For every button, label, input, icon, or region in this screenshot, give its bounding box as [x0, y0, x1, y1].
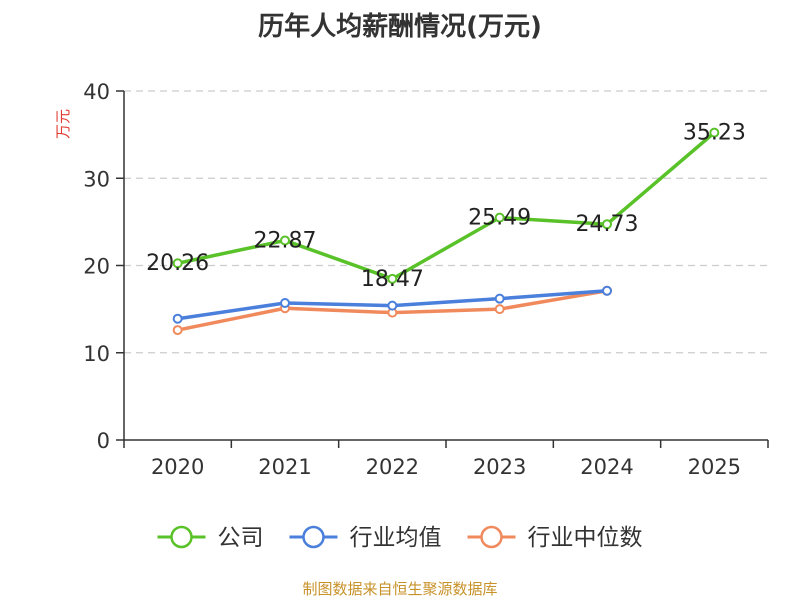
x-tick-label: 2020 — [151, 455, 204, 479]
legend-label: 公司 — [218, 525, 264, 551]
legend-item[interactable]: 行业均值 — [289, 525, 442, 551]
y-tick-label: 20 — [83, 255, 110, 279]
legend[interactable]: 公司 行业均值 行业中位数 — [157, 525, 643, 551]
data-point — [709, 127, 720, 138]
data-labels: 20.26 22.87 18.47 25.49 24.73 35.23 — [146, 121, 746, 292]
legend-item[interactable]: 公司 — [157, 525, 264, 551]
chart-title: 历年人均薪酬情况(万元) — [258, 12, 542, 42]
y-tick-label: 0 — [97, 429, 110, 453]
data-point — [280, 235, 290, 246]
legend-item[interactable]: 行业中位数 — [467, 525, 643, 551]
legend-label: 行业中位数 — [528, 525, 643, 551]
data-point — [280, 298, 290, 309]
data-label: 22.87 — [254, 228, 317, 253]
data-point — [172, 258, 183, 269]
y-tick-label: 40 — [83, 80, 110, 104]
data-label: 25.49 — [468, 206, 531, 231]
data-label: 35.23 — [683, 121, 746, 146]
data-label: 24.73 — [576, 212, 639, 237]
series-lines — [172, 127, 720, 336]
legend-label: 行业均值 — [350, 525, 442, 551]
x-tick-label: 2025 — [688, 455, 741, 479]
legend-marker — [302, 525, 325, 549]
data-point — [494, 304, 505, 315]
legend-marker — [170, 525, 193, 549]
axes: 0 10 20 30 40 2020 2021 2022 2023 2024 2025 — [83, 80, 769, 479]
source-note: 制图数据来自恒生聚源数据库 — [302, 580, 498, 598]
data-point — [602, 285, 612, 296]
data-label: 18.47 — [361, 267, 424, 292]
data-point — [387, 273, 398, 284]
x-tick-label: 2023 — [473, 455, 526, 479]
y-tick-label: 10 — [83, 342, 110, 366]
series-line — [175, 130, 717, 281]
data-point — [602, 219, 612, 230]
data-point — [387, 300, 398, 311]
data-label: 20.26 — [146, 251, 209, 276]
y-tick-label: 30 — [83, 167, 110, 191]
x-tick-label: 2024 — [580, 455, 633, 479]
y-axis-unit-label: 万元 — [54, 109, 72, 139]
data-point — [494, 212, 505, 223]
legend-marker — [480, 525, 503, 549]
x-tick-label: 2021 — [258, 455, 311, 479]
data-point — [172, 313, 183, 324]
x-tick-label: 2022 — [366, 455, 419, 479]
data-point — [172, 325, 183, 336]
data-point — [494, 293, 505, 304]
